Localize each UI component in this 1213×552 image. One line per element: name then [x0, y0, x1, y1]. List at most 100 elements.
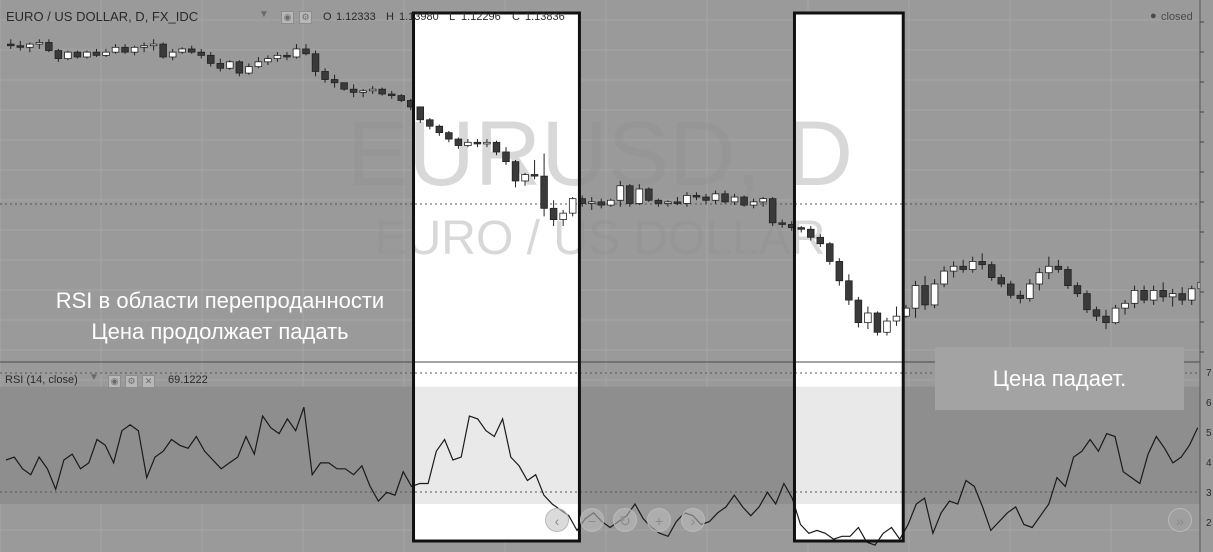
rsi-axis-label: 5	[1206, 428, 1212, 439]
candle	[549, 207, 558, 220]
minus-icon[interactable]: −	[580, 508, 604, 532]
open-label: O	[323, 11, 332, 23]
candle	[492, 141, 501, 153]
candle	[1178, 293, 1186, 301]
candle	[273, 54, 282, 59]
settings-icon[interactable]: ⚙	[299, 11, 312, 24]
reset-icon[interactable]: ↻	[613, 508, 637, 532]
candle	[883, 320, 891, 333]
rsi-axis-label: 6	[1206, 398, 1212, 409]
candle	[816, 236, 825, 245]
eye-icon[interactable]: ◉	[281, 11, 294, 24]
candle	[54, 50, 63, 59]
candle	[426, 119, 434, 127]
candle	[854, 299, 863, 324]
candle	[664, 201, 672, 204]
candle	[835, 261, 844, 282]
highlight-boxes	[413, 13, 904, 541]
candle	[1064, 269, 1072, 287]
high-label: H	[386, 11, 394, 23]
candle	[254, 61, 263, 68]
candle	[797, 227, 805, 230]
close-label: C	[512, 11, 520, 23]
chevron-down-icon[interactable]: ▼	[259, 9, 269, 20]
candle	[1159, 290, 1167, 298]
candle	[730, 196, 739, 203]
candle	[45, 42, 53, 51]
candle	[673, 201, 682, 204]
candle	[102, 51, 110, 56]
annotation-right-box: Цена падает.	[935, 347, 1184, 410]
candle	[397, 95, 405, 101]
candle	[1045, 265, 1053, 274]
candle	[197, 51, 205, 56]
market-status: closed	[1161, 11, 1193, 23]
rsi-axis-label: 4	[1206, 458, 1212, 469]
eye-icon[interactable]: ◉	[108, 375, 121, 388]
candle	[340, 82, 348, 90]
candle	[168, 51, 177, 58]
low-value: 1.12296	[461, 11, 501, 23]
settings-icon[interactable]: ⚙	[125, 375, 138, 388]
candle	[702, 196, 710, 201]
candle	[140, 45, 148, 48]
highlight-rsi-band	[413, 386, 580, 504]
annotation-left-line1: RSI в области перепроданности	[55, 288, 385, 313]
candle	[83, 51, 91, 58]
rsi-title[interactable]: RSI (14, close)	[5, 374, 78, 386]
candle	[226, 61, 234, 69]
candle	[597, 201, 605, 206]
candle	[16, 45, 25, 48]
candle	[892, 315, 901, 322]
fast-forward-icon[interactable]: »	[1168, 508, 1192, 532]
candle	[35, 42, 44, 45]
candle	[1035, 272, 1044, 285]
candle	[626, 185, 634, 204]
market-status-dot: ●	[1150, 10, 1157, 22]
plus-icon[interactable]: +	[647, 508, 671, 532]
candle	[778, 222, 786, 225]
candle	[216, 63, 225, 69]
low-label: L	[449, 11, 456, 23]
candle	[1149, 290, 1158, 301]
candle	[292, 48, 301, 58]
candle	[845, 280, 853, 301]
high-value: 1.13980	[399, 11, 439, 23]
candle	[959, 265, 967, 270]
candle	[1026, 283, 1034, 299]
candle	[921, 285, 929, 306]
candle	[321, 71, 329, 80]
candle	[207, 54, 215, 64]
candle	[483, 141, 491, 145]
symbol-title[interactable]: EURO / US DOLLAR, D, FX_IDC	[6, 9, 199, 24]
candle	[26, 43, 34, 48]
candle	[587, 201, 596, 204]
close-value: 1.13836	[525, 11, 565, 23]
rsi-axis-label: 3	[1206, 488, 1212, 499]
candle	[130, 46, 139, 53]
watermark-sub: EURO / US DOLLAR	[375, 212, 826, 265]
highlight-frame	[412, 11, 581, 543]
candle	[978, 261, 986, 266]
candle	[7, 43, 15, 47]
candle	[245, 66, 253, 74]
candle	[111, 46, 120, 53]
candle	[1111, 307, 1120, 324]
close-icon[interactable]: ✕	[142, 375, 155, 388]
candle	[930, 283, 939, 306]
chevron-down-icon[interactable]: ▼	[89, 372, 99, 383]
chevron-left-icon[interactable]: ‹	[545, 508, 569, 532]
candle	[749, 201, 758, 206]
candle	[683, 195, 691, 204]
candle	[511, 161, 520, 182]
candle	[349, 88, 358, 93]
chevron-right-icon[interactable]: ›	[681, 508, 705, 532]
candle	[264, 58, 272, 63]
candle	[378, 88, 386, 95]
candle	[149, 43, 158, 47]
candle	[521, 174, 529, 182]
candle	[987, 264, 996, 278]
candle	[949, 265, 958, 272]
candle	[997, 277, 1005, 285]
